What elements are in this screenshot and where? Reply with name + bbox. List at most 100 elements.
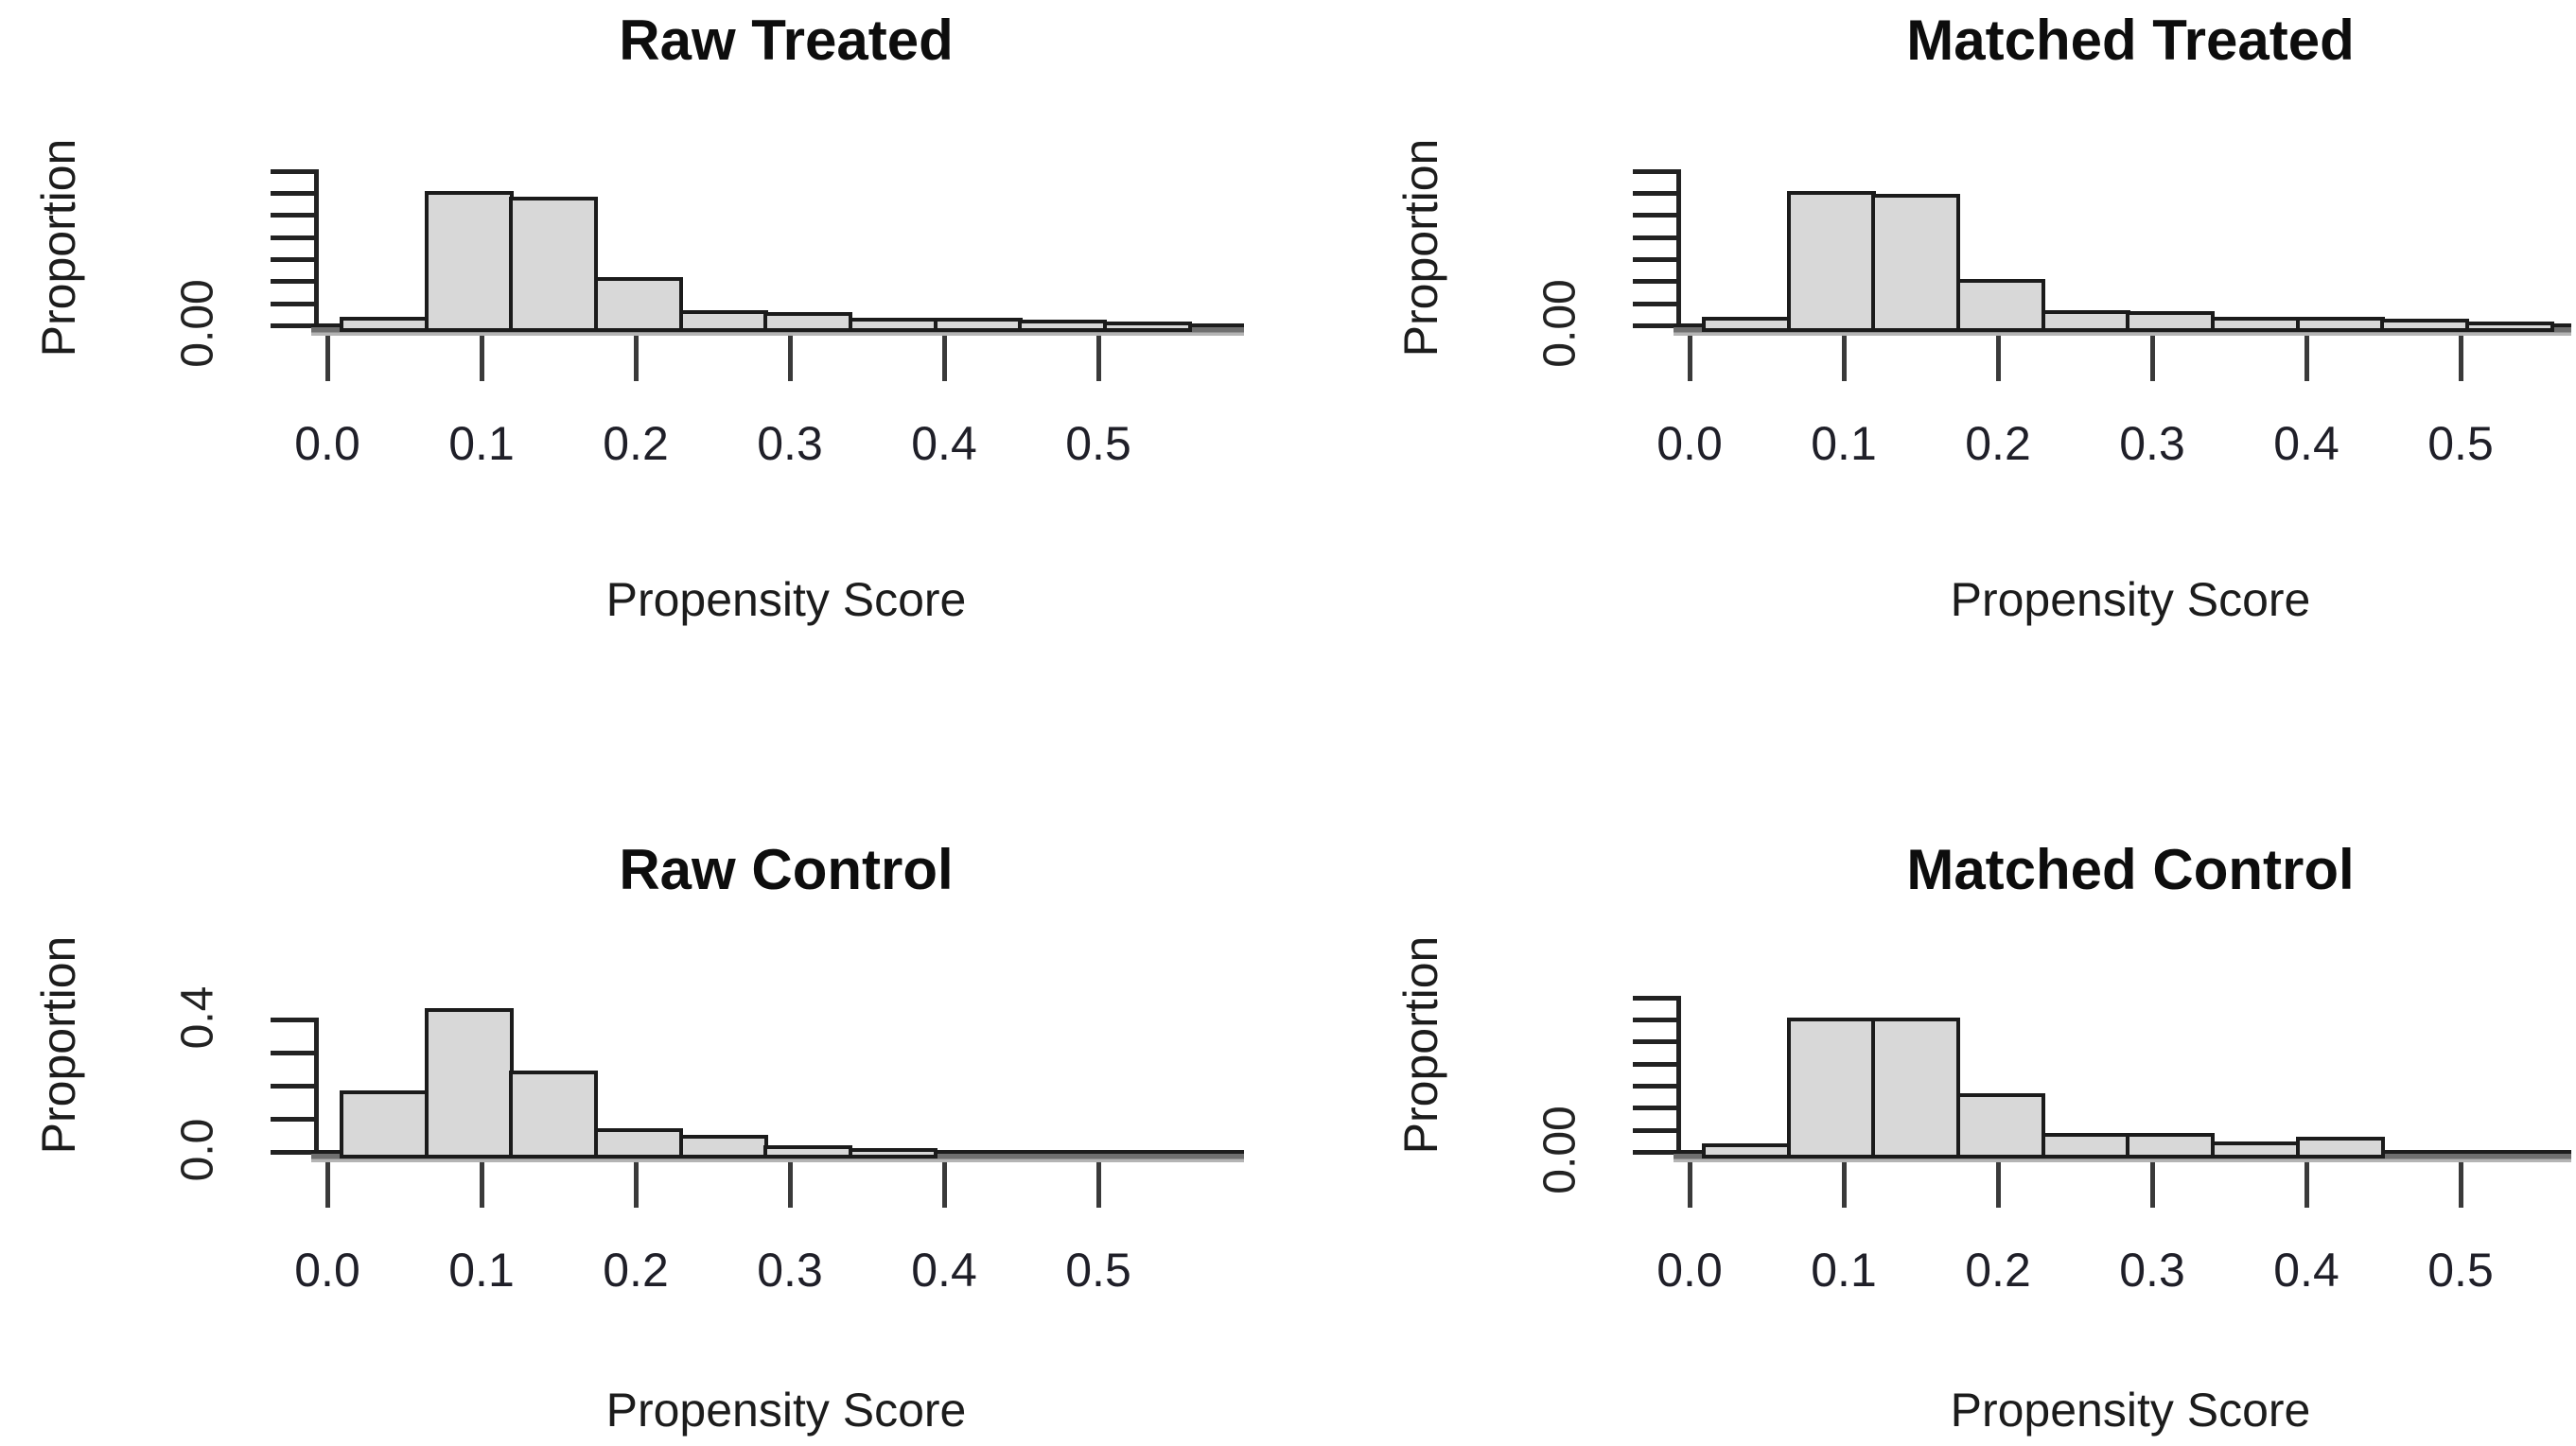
- x-axis-tick: [1096, 336, 1101, 381]
- x-axis-label: Propensity Score: [605, 1384, 967, 1437]
- y-axis-tick: [1633, 191, 1676, 196]
- x-axis-tick: [325, 1162, 330, 1208]
- x-tick-label: 0.1: [1811, 1244, 1877, 1297]
- histogram-bar: [1871, 194, 1960, 332]
- y-axis-tick: [271, 213, 314, 218]
- histogram-bar: [849, 318, 938, 332]
- x-axis-tick: [1842, 336, 1847, 381]
- histogram-bar: [2211, 1141, 2300, 1159]
- x-axis-tick: [1842, 1162, 1847, 1208]
- y-axis-tick: [1633, 996, 1676, 1001]
- y-axis-label: Proportion: [32, 138, 85, 357]
- histogram-bar: [2126, 1133, 2215, 1159]
- histogram-bar: [594, 1128, 683, 1159]
- x-axis-tick: [2304, 1162, 2309, 1208]
- x-tick-label: 0.3: [2119, 417, 2185, 470]
- y-axis-label: Proportion: [1394, 935, 1447, 1155]
- x-axis-tick: [325, 336, 330, 381]
- histogram-bar: [1103, 322, 1192, 332]
- x-tick-label: 0.2: [603, 1244, 669, 1297]
- x-tick-label: 0.0: [1656, 417, 1723, 470]
- y-axis-tick: [1633, 1084, 1676, 1089]
- y-axis-tick: [271, 279, 314, 284]
- x-tick-label: 0.3: [2119, 1244, 2185, 1297]
- y-axis-tick: [1633, 235, 1676, 240]
- y-axis-line: [1676, 995, 1681, 1155]
- histogram-bar: [763, 312, 852, 332]
- histogram-bar: [2126, 311, 2215, 332]
- y-tick-label: 0.00: [1534, 279, 1586, 368]
- x-axis-tick: [634, 1162, 639, 1208]
- histogram-bar: [679, 310, 768, 332]
- x-axis-tick: [1996, 1162, 2001, 1208]
- y-axis-tick: [271, 191, 314, 196]
- y-axis-tick: [1633, 1018, 1676, 1022]
- histogram-bar: [509, 197, 598, 332]
- y-axis-tick: [271, 1150, 314, 1155]
- histogram-bar: [1702, 1143, 1791, 1159]
- histogram-bar: [509, 1071, 598, 1159]
- x-tick-label: 0.4: [911, 1244, 977, 1297]
- panel-title: Raw Treated: [619, 9, 954, 72]
- y-axis-tick: [1633, 302, 1676, 306]
- x-axis-tick: [2459, 336, 2463, 381]
- histogram-bar: [2042, 1133, 2130, 1159]
- y-axis-tick: [1633, 1106, 1676, 1110]
- histogram-bar: [1787, 1018, 1876, 1159]
- x-axis-tick: [2150, 336, 2155, 381]
- histogram-bar: [340, 1090, 429, 1159]
- y-axis-line: [314, 1018, 319, 1155]
- panel-raw-treated: Raw Treated Proportion 0.00 0.0 0.1 0.2 0.3 0…: [0, 0, 1288, 723]
- x-axis-tick: [942, 1162, 947, 1208]
- x-axis-tick: [788, 336, 793, 381]
- y-axis-tick: [1633, 257, 1676, 262]
- histogram-bar: [340, 317, 429, 332]
- x-tick-label: 0.2: [603, 417, 669, 470]
- panel-matched-control: Matched Control Proportion 0.00 0.0 0.1 0.2…: [1288, 723, 2576, 1446]
- y-axis-tick: [271, 302, 314, 306]
- y-axis-tick: [271, 257, 314, 262]
- y-axis-label: Proportion: [1394, 138, 1447, 357]
- x-tick-label: 0.3: [757, 1244, 823, 1297]
- x-tick-label: 0.4: [2273, 417, 2339, 470]
- histogram-bar: [2296, 1137, 2385, 1159]
- histogram-bar: [1956, 279, 2045, 332]
- x-axis-label: Propensity Score: [1950, 573, 2311, 626]
- x-tick-label: 0.0: [294, 417, 360, 470]
- x-axis-label: Propensity Score: [1950, 1384, 2311, 1437]
- histogram-bar: [934, 318, 1023, 332]
- y-tick-label: 0.00: [172, 279, 223, 368]
- y-axis-label: Proportion: [32, 935, 85, 1155]
- histogram-bar: [2296, 317, 2385, 332]
- x-axis-tick: [1688, 1162, 1692, 1208]
- x-tick-label: 0.5: [1065, 1244, 1131, 1297]
- histogram-bar: [2465, 322, 2554, 332]
- y-axis-tick: [1633, 323, 1676, 328]
- x-axis-tick: [480, 336, 484, 381]
- x-axis-tick: [1688, 336, 1692, 381]
- x-tick-label: 0.5: [2427, 417, 2494, 470]
- y-axis-tick: [1633, 279, 1676, 284]
- y-axis-tick: [271, 1117, 314, 1122]
- x-tick-label: 0.0: [294, 1244, 360, 1297]
- x-tick-label: 0.1: [448, 1244, 515, 1297]
- x-axis-tick: [480, 1162, 484, 1208]
- y-axis-line: [1676, 168, 1681, 328]
- x-tick-label: 0.5: [2427, 1244, 2494, 1297]
- y-axis-tick: [271, 1018, 314, 1022]
- x-tick-label: 0.0: [1656, 1244, 1723, 1297]
- x-tick-label: 0.4: [2273, 1244, 2339, 1297]
- histogram-bar: [1018, 320, 1107, 332]
- histogram-bar: [849, 1148, 938, 1159]
- y-axis-tick: [271, 169, 314, 174]
- histogram-bar: [1871, 1018, 1960, 1159]
- x-tick-label: 0.1: [448, 417, 515, 470]
- y-axis-tick: [1633, 1150, 1676, 1155]
- histogram-bar: [1956, 1093, 2045, 1159]
- histogram-bar: [1702, 317, 1791, 332]
- x-axis-tick: [788, 1162, 793, 1208]
- x-tick-label: 0.2: [1965, 417, 2031, 470]
- x-axis-tick: [634, 336, 639, 381]
- x-axis-label: Propensity Score: [605, 573, 967, 626]
- panel-matched-treated: Matched Treated Proportion 0.00 0.0 0.1 0.2…: [1288, 0, 2576, 723]
